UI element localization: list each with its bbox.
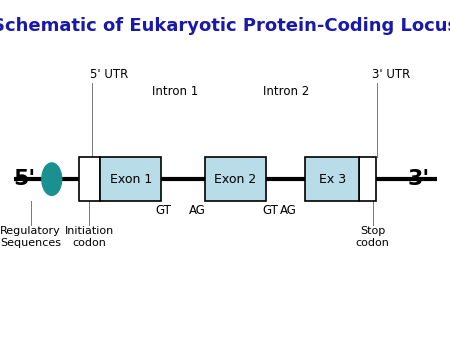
Text: GT: GT [262, 204, 279, 217]
Bar [79, 157, 100, 201]
Text: AG: AG [189, 204, 206, 217]
Text: Intron 1: Intron 1 [153, 85, 198, 98]
Text: 3' UTR: 3' UTR [372, 68, 410, 81]
Text: Ex 3: Ex 3 [319, 173, 346, 186]
Text: Schematic of Eukaryotic Protein-Coding Locus: Schematic of Eukaryotic Protein-Coding L… [0, 17, 450, 35]
Ellipse shape [42, 163, 62, 195]
Text: 5': 5' [14, 169, 36, 189]
Text: Exon 2: Exon 2 [214, 173, 256, 186]
Bar [305, 157, 359, 201]
Bar [205, 157, 266, 201]
Text: Intron 2: Intron 2 [263, 85, 309, 98]
Text: Exon 1: Exon 1 [110, 173, 152, 186]
Bar [100, 157, 161, 201]
Text: Initiation
codon: Initiation codon [64, 226, 114, 248]
Bar [359, 157, 376, 201]
Text: AG: AG [279, 204, 297, 217]
Text: 5' UTR: 5' UTR [90, 68, 128, 81]
Text: GT: GT [155, 204, 171, 217]
Text: Stop
codon: Stop codon [356, 226, 390, 248]
Text: Regulatory
Sequences: Regulatory Sequences [0, 226, 61, 248]
Text: 3': 3' [408, 169, 430, 189]
